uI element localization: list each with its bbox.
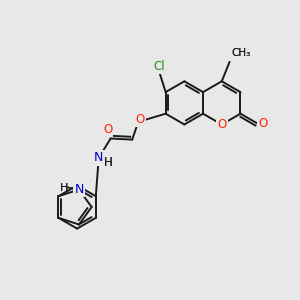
Text: O: O xyxy=(103,123,112,136)
Text: H: H xyxy=(60,183,68,194)
Text: N: N xyxy=(94,152,104,164)
Text: O: O xyxy=(259,117,268,130)
Text: N: N xyxy=(94,152,104,164)
Text: CH₃: CH₃ xyxy=(232,48,251,58)
Text: O: O xyxy=(259,117,268,130)
Text: O: O xyxy=(217,118,226,131)
Text: H: H xyxy=(60,183,68,194)
Text: O: O xyxy=(217,118,226,131)
Text: CH₃: CH₃ xyxy=(232,48,251,58)
Text: Cl: Cl xyxy=(153,60,165,73)
Text: H: H xyxy=(104,156,113,170)
Text: N: N xyxy=(74,183,84,196)
Text: O: O xyxy=(103,123,112,136)
Text: N: N xyxy=(74,183,84,196)
Text: O: O xyxy=(136,113,145,126)
Text: H: H xyxy=(104,156,113,170)
Text: Cl: Cl xyxy=(153,60,165,73)
Text: O: O xyxy=(136,113,145,126)
